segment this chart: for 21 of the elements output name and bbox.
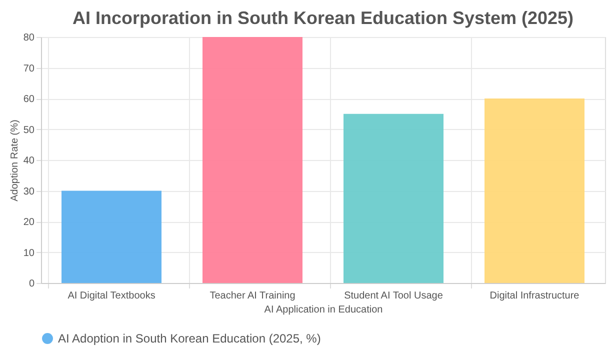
x-tick-label: Digital Infrastructure bbox=[490, 290, 580, 302]
bar bbox=[62, 190, 162, 283]
y-tick-label: 10 bbox=[23, 248, 35, 259]
y-tick-label: 0 bbox=[28, 278, 35, 290]
bar bbox=[202, 37, 302, 283]
y-tick-label: 80 bbox=[23, 32, 35, 44]
y-tick-label: 50 bbox=[23, 124, 35, 136]
y-axis-title: Adoption Rate (%) bbox=[9, 120, 20, 202]
x-tick-label: Teacher AI Training bbox=[210, 290, 296, 302]
y-tick-label: 70 bbox=[23, 63, 35, 74]
chart-title: AI Incorporation in South Korean Education System (2025) bbox=[72, 8, 574, 28]
bar bbox=[484, 98, 584, 283]
x-axis-title: AI Application in Education bbox=[264, 304, 383, 316]
x-tick-label: Student AI Tool Usage bbox=[344, 290, 444, 302]
legend-label: AI Adoption in South Korean Education (2025, %) bbox=[58, 332, 321, 346]
x-tick-label: AI Digital Textbooks bbox=[68, 290, 156, 302]
y-tick-label: 30 bbox=[23, 186, 35, 198]
bar bbox=[344, 114, 444, 283]
y-tick-label: 20 bbox=[23, 217, 35, 228]
y-tick-label: 40 bbox=[23, 156, 35, 166]
y-tick-label: 60 bbox=[23, 94, 35, 105]
